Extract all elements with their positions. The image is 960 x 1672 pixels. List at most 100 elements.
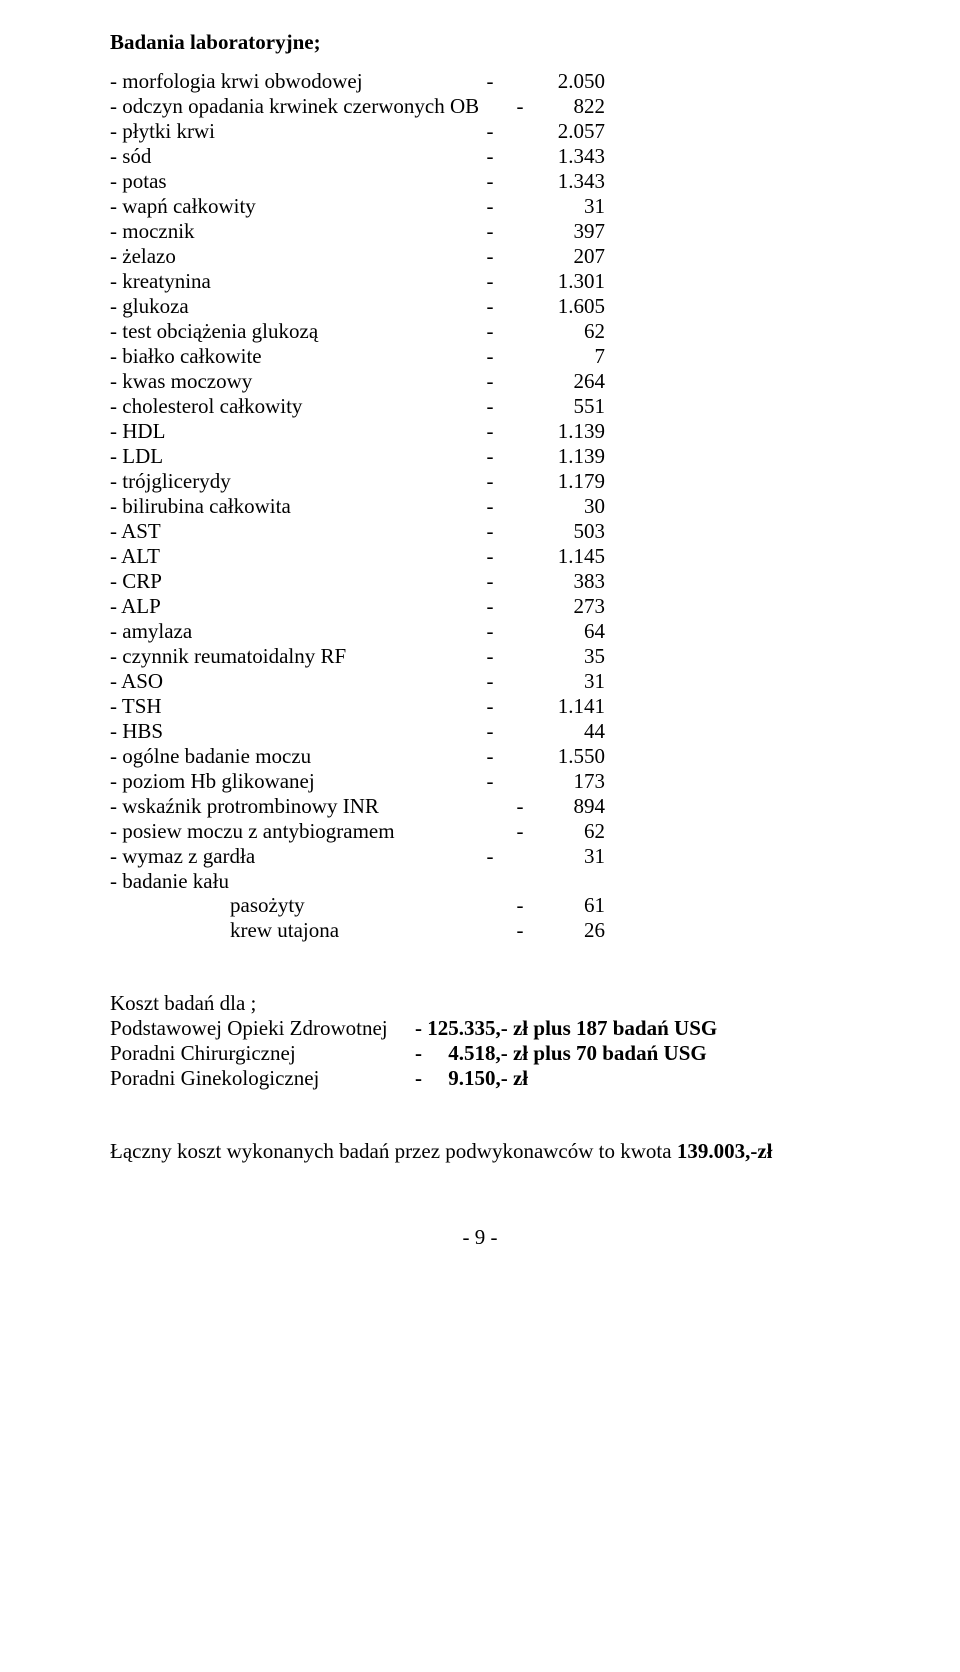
test-value: 1.343 (535, 144, 605, 169)
test-label: - HBS (110, 719, 445, 744)
test-value: 30 (535, 494, 605, 519)
test-value: 2.050 (535, 69, 605, 94)
summary-row: Poradni Ginekologicznej- 9.150,- zł (110, 1066, 850, 1091)
test-label: - amylaza (110, 619, 445, 644)
test-label: - glukoza (110, 294, 445, 319)
test-row: - ogólne badanie moczu-1.550 (110, 744, 850, 769)
test-value: 64 (535, 619, 605, 644)
test-row: - poziom Hb glikowanej-173 (110, 769, 850, 794)
test-label: - CRP (110, 569, 445, 594)
test-label: - żelazo (110, 244, 445, 269)
test-value: 31 (535, 194, 605, 219)
test-label: - badanie kału (110, 869, 445, 894)
test-row: - odczyn opadania krwinek czerwonych OB-… (110, 94, 850, 119)
test-value: 62 (535, 319, 605, 344)
dash: - (445, 844, 535, 869)
test-label: - wymaz z gardła (110, 844, 445, 869)
test-row: - posiew moczu z antybiogramem-62 (110, 819, 850, 844)
test-row: - trójglicerydy-1.179 (110, 469, 850, 494)
test-label: - czynnik reumatoidalny RF (110, 644, 445, 669)
test-value: 173 (535, 769, 605, 794)
dash: - (445, 344, 535, 369)
spacer (110, 1091, 850, 1139)
test-label: - bilirubina całkowita (110, 494, 445, 519)
test-row: - kwas moczowy-264 (110, 369, 850, 394)
test-label: - trójglicerydy (110, 469, 445, 494)
page: Badania laboratoryjne; - morfologia krwi… (0, 0, 960, 1290)
summary-label: Poradni Chirurgicznej (110, 1041, 415, 1066)
summary-value: - 4.518,- zł plus 70 badań USG (415, 1041, 707, 1066)
test-row: - ALT-1.145 (110, 544, 850, 569)
test-row: - białko całkowite-7 (110, 344, 850, 369)
dash: - (445, 619, 535, 644)
test-row: - żelazo-207 (110, 244, 850, 269)
test-row: - LDL-1.139 (110, 444, 850, 469)
dash: - (505, 819, 535, 844)
dash: - (445, 694, 535, 719)
test-value: 264 (535, 369, 605, 394)
test-label: - test obciążenia glukozą (110, 319, 445, 344)
test-row: - sód-1.343 (110, 144, 850, 169)
test-label: - ALP (110, 594, 445, 619)
test-value: 822 (535, 94, 605, 119)
test-value: 397 (535, 219, 605, 244)
test-value: 1.139 (535, 444, 605, 469)
sub-test-row: krew utajona-26 (110, 918, 850, 943)
dash: - (445, 269, 535, 294)
dash: - (445, 719, 535, 744)
test-value: 1.179 (535, 469, 605, 494)
dash: - (445, 369, 535, 394)
test-value: 383 (535, 569, 605, 594)
sub-tests-list: pasożyty-61 krew utajona-26 (110, 893, 850, 943)
test-value: 503 (535, 519, 605, 544)
dash: - (505, 893, 535, 918)
test-value: 44 (535, 719, 605, 744)
dash: - (445, 469, 535, 494)
dash: - (445, 769, 535, 794)
sub-test-row: pasożyty-61 (110, 893, 850, 918)
test-row: - morfologia krwi obwodowej-2.050 (110, 69, 850, 94)
summary-label: Podstawowej Opieki Zdrowotnej (110, 1016, 415, 1041)
test-label: - mocznik (110, 219, 445, 244)
test-row: - amylaza-64 (110, 619, 850, 644)
test-row: - wapń całkowity-31 (110, 194, 850, 219)
sub-test-label: krew utajona (230, 918, 505, 943)
test-row: - glukoza-1.605 (110, 294, 850, 319)
test-row: - bilirubina całkowita-30 (110, 494, 850, 519)
test-label: - sód (110, 144, 445, 169)
dash: - (505, 794, 535, 819)
test-row: - płytki krwi-2.057 (110, 119, 850, 144)
summary-row: Poradni Chirurgicznej- 4.518,- zł plus 7… (110, 1041, 850, 1066)
test-value: 1.141 (535, 694, 605, 719)
test-value: 551 (535, 394, 605, 419)
test-label: - odczyn opadania krwinek czerwonych OB (110, 94, 505, 119)
sub-test-label: pasożyty (230, 893, 505, 918)
test-row: - wskaźnik protrombinowy INR-894 (110, 794, 850, 819)
test-row: - CRP-383 (110, 569, 850, 594)
test-row: - kreatynina-1.301 (110, 269, 850, 294)
dash: - (445, 569, 535, 594)
test-value: 1.605 (535, 294, 605, 319)
test-label: - AST (110, 519, 445, 544)
dash: - (445, 194, 535, 219)
test-value: 7 (535, 344, 605, 369)
test-label: - wskaźnik protrombinowy INR (110, 794, 505, 819)
dash: - (445, 644, 535, 669)
test-value: 1.550 (535, 744, 605, 769)
test-label: - morfologia krwi obwodowej (110, 69, 445, 94)
dash: - (505, 94, 535, 119)
test-row: - potas-1.343 (110, 169, 850, 194)
dash: - (445, 669, 535, 694)
dash: - (445, 444, 535, 469)
dash: - (505, 918, 535, 943)
test-row: - AST-503 (110, 519, 850, 544)
summary-list: Podstawowej Opieki Zdrowotnej- 125.335,-… (110, 1016, 850, 1091)
dash: - (445, 169, 535, 194)
dash: - (445, 244, 535, 269)
test-label: - potas (110, 169, 445, 194)
sub-test-value: 61 (535, 893, 605, 918)
test-value: 31 (535, 844, 605, 869)
dash: - (445, 519, 535, 544)
footer-amount: 139.003,-zł (677, 1139, 773, 1163)
dash: - (445, 69, 535, 94)
